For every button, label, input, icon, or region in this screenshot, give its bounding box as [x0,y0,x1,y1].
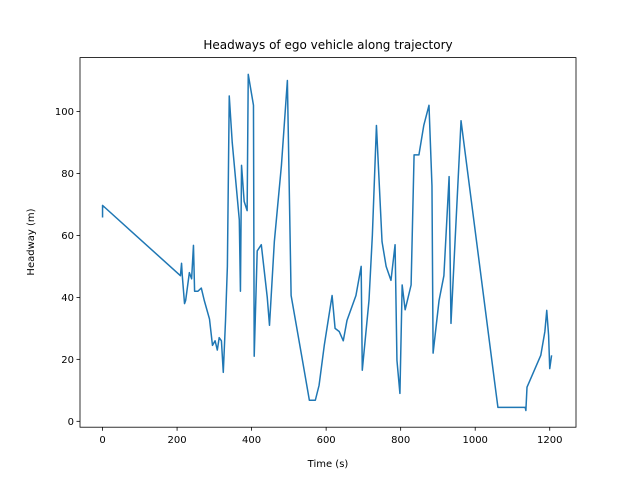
x-tick-label: 0 [99,435,105,446]
y-tick-label: 60 [61,231,74,242]
data-line [101,73,553,412]
y-tick-label: 20 [61,355,74,366]
axes-frame [79,57,577,428]
plot-area [101,73,553,412]
x-tick-label: 1000 [462,435,487,446]
x-tick-label: 1200 [537,435,562,446]
x-tick-label: 200 [168,435,187,446]
y-tick-label: 80 [61,169,74,180]
x-tick-label: 400 [242,435,261,446]
chart-title: Headways of ego vehicle along trajectory [203,38,452,52]
x-axis-label: Time (s) [307,459,349,470]
y-tick-label: 40 [61,293,74,304]
y-tick-label: 0 [68,417,74,428]
y-tick-label: 100 [55,107,74,118]
y-axis-label: Headway (m) [26,208,37,275]
x-tick-label: 600 [317,435,336,446]
x-tick-label: 800 [391,435,410,446]
